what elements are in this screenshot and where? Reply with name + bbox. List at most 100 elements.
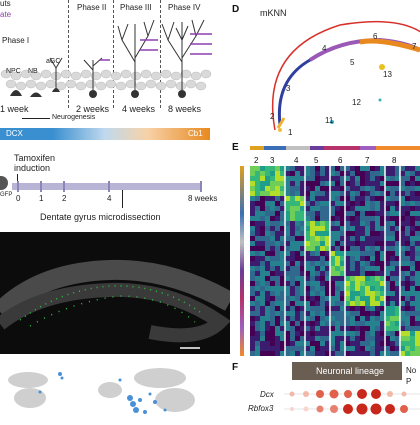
heatmap-cell bbox=[400, 331, 406, 337]
heatmap-cell bbox=[395, 346, 401, 352]
heatmap-cell bbox=[285, 236, 291, 242]
heatmap-cell bbox=[260, 176, 266, 182]
heatmap-cell bbox=[400, 241, 406, 247]
heatmap-cell bbox=[295, 221, 301, 227]
heatmap-cell bbox=[315, 266, 321, 272]
heatmap-cell bbox=[325, 171, 331, 177]
heatmap-cell bbox=[375, 166, 381, 172]
heatmap-cell bbox=[300, 261, 306, 267]
heatmap-cell bbox=[285, 216, 291, 222]
heatmap-cell bbox=[275, 191, 281, 197]
heatmap-cell bbox=[360, 251, 366, 257]
heatmap-cell bbox=[335, 246, 341, 252]
trajectory-plot bbox=[271, 20, 420, 132]
phase-label-4: Phase IV bbox=[168, 3, 201, 12]
heatmap-cell bbox=[265, 211, 271, 217]
heatmap-cell bbox=[285, 331, 291, 337]
heatmap-cell bbox=[390, 216, 396, 222]
heatmap-cell bbox=[340, 221, 346, 227]
timeline-tick bbox=[63, 181, 65, 192]
heatmap-cell bbox=[260, 316, 266, 322]
heatmap-cell bbox=[355, 246, 361, 252]
heatmap-cell bbox=[320, 246, 326, 252]
heatmap-cell bbox=[250, 291, 256, 297]
heatmap-cell bbox=[395, 246, 401, 252]
heatmap-cell bbox=[395, 186, 401, 192]
heatmap-cell bbox=[360, 201, 366, 207]
heatmap-cell bbox=[290, 276, 296, 282]
heatmap-cell bbox=[350, 306, 356, 312]
heatmap-cell bbox=[325, 241, 331, 247]
heatmap-cell bbox=[390, 181, 396, 187]
heatmap-cell bbox=[275, 171, 281, 177]
heatmap-cell bbox=[265, 271, 271, 277]
heatmap-cell bbox=[350, 251, 356, 257]
heatmap-cell bbox=[410, 206, 416, 212]
heatmap-cell bbox=[405, 331, 411, 337]
heatmap-cell bbox=[355, 271, 361, 277]
heatmap-cell bbox=[400, 316, 406, 322]
heatmap-cell bbox=[380, 196, 386, 202]
heatmap-cell bbox=[375, 341, 381, 347]
heatmap-cell bbox=[335, 231, 341, 237]
heatmap-cell bbox=[390, 241, 396, 247]
heatmap-rowbar bbox=[240, 166, 244, 356]
heatmap-cell bbox=[310, 256, 316, 262]
heatmap-cell bbox=[300, 246, 306, 252]
heatmap-cell bbox=[330, 201, 336, 207]
heatmap-cell bbox=[320, 276, 326, 282]
heatmap-cell bbox=[395, 321, 401, 327]
heatmap-cell bbox=[345, 186, 351, 192]
heatmap-cell bbox=[365, 196, 371, 202]
heatmap-cell bbox=[290, 211, 296, 217]
heatmap-cell bbox=[335, 301, 341, 307]
heatmap-cell bbox=[305, 296, 311, 302]
heatmap-cell bbox=[330, 231, 336, 237]
heatmap-cell bbox=[335, 331, 341, 337]
heatmap bbox=[250, 166, 420, 357]
heatmap-cell bbox=[355, 281, 361, 287]
heatmap-cell bbox=[280, 226, 286, 232]
heatmap-cell bbox=[310, 301, 316, 307]
heatmap-cell bbox=[400, 196, 406, 202]
heatmap-cell bbox=[375, 216, 381, 222]
heatmap-cell bbox=[310, 191, 316, 197]
heatmap-cell bbox=[410, 306, 416, 312]
heatmap-cell bbox=[345, 301, 351, 307]
cluster-label-1: 1 bbox=[288, 128, 293, 137]
heatmap-cell bbox=[390, 326, 396, 332]
heatmap-cell bbox=[285, 271, 291, 277]
heatmap-cell bbox=[285, 191, 291, 197]
heatmap-cell bbox=[395, 316, 401, 322]
heatmap-cell bbox=[350, 351, 356, 357]
heatmap-cell bbox=[410, 246, 416, 252]
heatmap-cell bbox=[305, 166, 311, 172]
heatmap-cell bbox=[360, 291, 366, 297]
heatmap-cell bbox=[415, 281, 420, 287]
heatmap-cell bbox=[300, 346, 306, 352]
heatmap-cell bbox=[365, 281, 371, 287]
heatmap-cell bbox=[400, 296, 406, 302]
heatmap-cell bbox=[415, 166, 420, 172]
heatmap-cell bbox=[405, 211, 411, 217]
heatmap-cell bbox=[260, 261, 266, 267]
heatmap-cell bbox=[340, 166, 346, 172]
heatmap-cell bbox=[325, 281, 331, 287]
heatmap-cell bbox=[400, 166, 406, 172]
heatmap-cell bbox=[345, 331, 351, 337]
heatmap-cell bbox=[370, 251, 376, 257]
heatmap-cell bbox=[265, 181, 271, 187]
heatmap-cell bbox=[315, 346, 321, 352]
heatmap-cell bbox=[250, 206, 256, 212]
heat-cluster-5: 5 bbox=[314, 156, 319, 165]
heatmap-cell bbox=[390, 321, 396, 327]
heatmap-cell bbox=[250, 171, 256, 177]
heatmap-cell bbox=[315, 191, 321, 197]
heatmap-cell bbox=[290, 321, 296, 327]
heatmap-cell bbox=[290, 171, 296, 177]
heatmap-cell bbox=[265, 216, 271, 222]
heatmap-cell bbox=[390, 341, 396, 347]
heatmap-cell bbox=[410, 341, 416, 347]
heatmap-cell bbox=[305, 251, 311, 257]
heatmap-cell bbox=[290, 256, 296, 262]
